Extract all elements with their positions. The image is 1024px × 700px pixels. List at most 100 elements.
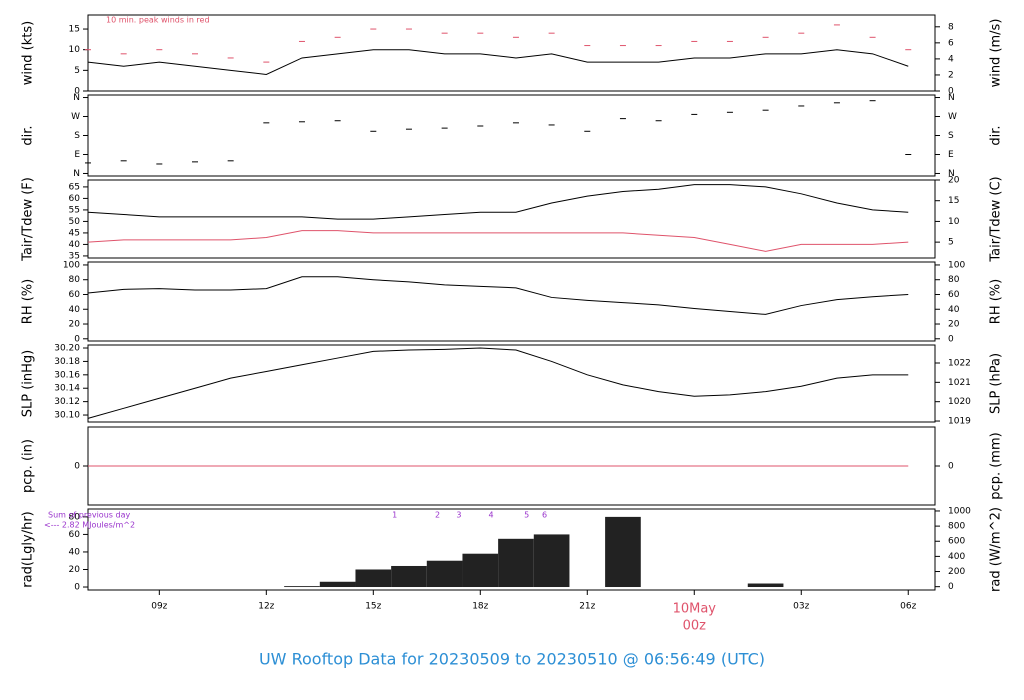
bar <box>498 538 534 588</box>
y2-tick-label: 80 <box>948 275 960 285</box>
annotation: 10 min. peak winds in red <box>106 16 210 25</box>
series-line <box>87 230 909 252</box>
y-tick-label: 15 <box>69 25 80 35</box>
marker-label: 2 <box>435 511 440 520</box>
annotation: Sum of previous day <box>48 511 130 520</box>
marker-label: 4 <box>488 511 493 520</box>
y2-tick-label: 15 <box>948 196 959 206</box>
y-axis-label: SLP (inHg) <box>21 350 36 418</box>
panel-frame <box>87 94 936 177</box>
y2-axis-label: wind (m/s) <box>989 19 1004 88</box>
y-tick-label: 10 <box>69 45 81 55</box>
date-label: 10May <box>673 602 717 617</box>
y2-tick-label: 4 <box>948 54 954 64</box>
panel-frame <box>87 344 936 423</box>
y2-tick-label: 5 <box>948 238 954 248</box>
y2-tick-label: N <box>948 93 955 103</box>
y-tick-label: 80 <box>69 275 81 285</box>
y2-tick-label: N <box>948 169 955 179</box>
y2-axis-label: dir. <box>989 125 1004 145</box>
y2-tick-label: 8 <box>948 22 954 32</box>
y2-tick-label: W <box>948 112 957 122</box>
y-tick-label: 60 <box>69 290 81 300</box>
y2-tick-label: 1020 <box>948 397 971 407</box>
panel-frame <box>87 14 936 92</box>
y-tick-label: 60 <box>69 530 81 540</box>
y2-axis-label: SLP (hPa) <box>989 353 1004 414</box>
y-tick-label: 30.12 <box>54 397 80 407</box>
annotation: <--- 2.82 MJoules/m^2 <box>44 521 135 530</box>
y-axis-label: pcp. (in) <box>21 439 36 493</box>
y-tick-label: N <box>73 93 80 103</box>
y-tick-label: 55 <box>69 205 80 215</box>
bar <box>391 565 427 588</box>
x-tick-label: 00z <box>683 619 707 634</box>
y-tick-label: N <box>73 169 80 179</box>
y2-tick-label: 1000 <box>948 506 971 516</box>
y-tick-label: 40 <box>69 305 81 315</box>
y-tick-label: 35 <box>69 251 80 261</box>
bar <box>355 569 392 588</box>
bar <box>747 583 784 588</box>
y-tick-label: 5 <box>74 66 80 76</box>
bar <box>605 516 641 588</box>
y-tick-label: 40 <box>69 240 81 250</box>
y2-axis-label: pcp. (mm) <box>989 432 1004 499</box>
y2-tick-label: 400 <box>948 552 965 562</box>
marker-label: 6 <box>542 511 547 520</box>
y-axis-label: Tair/Tdew (F) <box>21 177 36 262</box>
y-tick-label: 30.14 <box>54 384 80 394</box>
y2-tick-label: 20 <box>948 320 960 330</box>
y-tick-label: S <box>74 131 80 141</box>
y-tick-label: 30.18 <box>54 357 80 367</box>
y-tick-label: 30.20 <box>54 344 80 354</box>
y-tick-label: 0 <box>74 462 80 472</box>
y2-tick-label: 600 <box>948 537 965 547</box>
bar <box>426 560 463 588</box>
y2-tick-label: 6 <box>948 38 954 48</box>
y2-tick-label: 1019 <box>948 417 971 427</box>
x-tick-label: 03z <box>793 602 809 612</box>
bar <box>284 586 320 588</box>
y-tick-label: 0 <box>74 87 80 97</box>
x-tick-label: 15z <box>365 602 381 612</box>
series-line <box>87 347 909 419</box>
y2-tick-label: 10 <box>948 217 960 227</box>
bar <box>533 534 570 588</box>
series-line <box>87 49 909 75</box>
marker-label: 5 <box>524 511 529 520</box>
y-tick-label: 40 <box>69 547 81 557</box>
panel-frame <box>87 179 936 259</box>
y-tick-label: 60 <box>69 194 81 204</box>
y-tick-label: 0 <box>74 334 80 344</box>
y-axis-label: rad(Lgly/hr) <box>21 511 36 587</box>
y2-tick-label: 40 <box>948 305 960 315</box>
y2-tick-label: 0 <box>948 462 954 472</box>
panel-frame <box>87 508 936 591</box>
x-tick-label: 18z <box>472 602 488 612</box>
y2-tick-label: 0 <box>948 334 954 344</box>
y-tick-label: 45 <box>69 228 80 238</box>
y2-tick-label: 2 <box>948 70 954 80</box>
y-axis-label: dir. <box>21 125 36 145</box>
marker-label: 1 <box>392 511 397 520</box>
y2-tick-label: 800 <box>948 522 965 532</box>
x-tick-label: 12z <box>258 602 274 612</box>
y-tick-label: 20 <box>69 565 81 575</box>
y-tick-label: 100 <box>63 260 80 270</box>
y2-tick-label: 20 <box>948 176 960 186</box>
y2-tick-label: S <box>948 131 954 141</box>
y-tick-label: 30.10 <box>54 411 80 421</box>
y2-tick-label: 200 <box>948 567 965 577</box>
y-tick-label: 80 <box>69 512 81 522</box>
y2-tick-label: 60 <box>948 290 960 300</box>
x-tick-label: 21z <box>579 602 595 612</box>
y2-tick-label: E <box>948 150 954 160</box>
y2-tick-label: 100 <box>948 260 965 270</box>
x-tick-label: 09z <box>151 602 167 612</box>
y2-axis-label: Tair/Tdew (C) <box>989 176 1004 262</box>
bar <box>462 553 499 588</box>
y-tick-label: E <box>74 150 80 160</box>
y-tick-label: 30.16 <box>54 370 80 380</box>
y-axis-label: wind (kts) <box>21 21 36 85</box>
